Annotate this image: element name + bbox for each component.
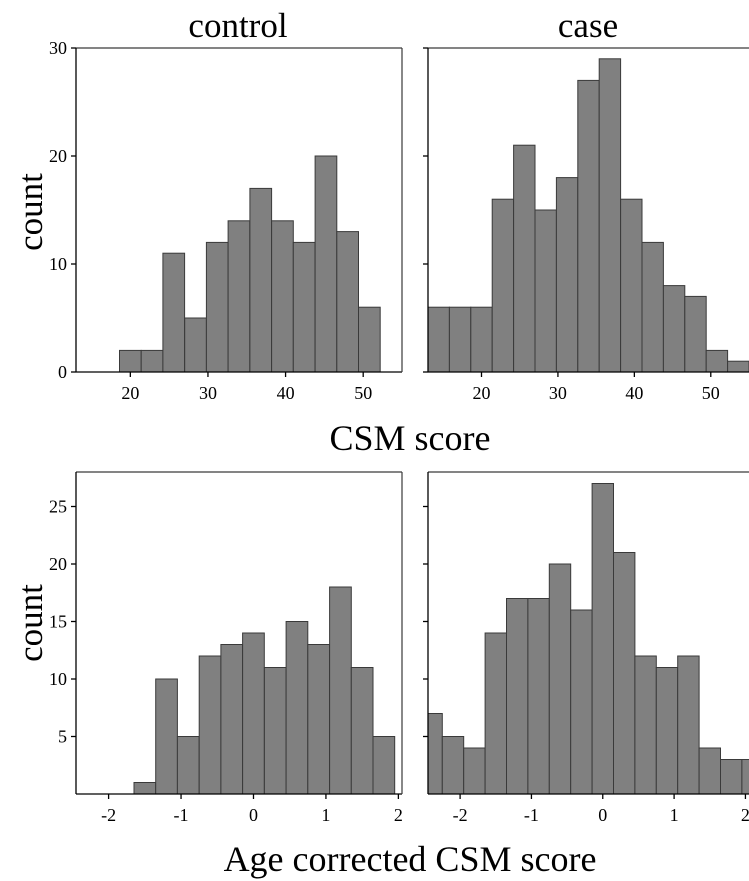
histogram-bar (662, 285, 686, 372)
x-tick-label: -2 (453, 805, 468, 825)
x-tick-label: 50 (354, 383, 372, 403)
x-tick-label: -2 (101, 805, 116, 825)
histogram-bar (155, 678, 178, 794)
histogram-bar (314, 155, 338, 372)
x-axis-title-top: CSM score (330, 418, 491, 458)
histogram-bar (513, 144, 536, 372)
y-tick-label: 5 (58, 727, 67, 747)
histogram-bar (570, 609, 593, 794)
histogram-bar (242, 632, 265, 794)
panel-case-age-corrected: -2 -1 0 1 2 (423, 471, 749, 825)
histogram-bar (428, 713, 443, 794)
histogram-bar (249, 187, 273, 372)
histogram-bar (591, 483, 614, 794)
x-tick-label: 1 (321, 805, 330, 825)
histogram-bar (285, 621, 309, 794)
bars-group (119, 155, 381, 372)
histogram-bar (271, 220, 294, 372)
x-tick-label: 40 (625, 383, 643, 403)
x-tick-label: 40 (277, 383, 295, 403)
y-tick-label: 10 (49, 669, 67, 689)
panel-control-csm-score: 0 10 20 30 20 30 40 50 (49, 38, 403, 403)
histogram-bar (227, 220, 251, 372)
y-tick-label: 15 (49, 612, 67, 632)
y-tick-label: 20 (49, 554, 67, 574)
histogram-bar (741, 759, 749, 794)
x-axis-title-bottom: Age corrected CSM score (224, 839, 597, 879)
histogram-bar (350, 667, 374, 794)
histogram-bar (555, 177, 579, 372)
x-tick-label: 1 (670, 805, 679, 825)
histogram-bar (534, 209, 557, 372)
histogram-bar (358, 306, 381, 372)
histogram-bar (720, 759, 743, 794)
y-tick-label: 0 (58, 362, 67, 382)
x-tick-label: 0 (598, 805, 607, 825)
histogram-bar (677, 655, 700, 794)
histogram-bar (548, 563, 572, 794)
panel-case-csm-score: 20 30 40 50 (423, 47, 749, 403)
histogram-bar (727, 360, 749, 372)
histogram-bar (620, 198, 643, 372)
histogram-bar (140, 349, 164, 372)
histogram-bar (292, 241, 316, 372)
histogram-bar (484, 632, 508, 794)
histogram-bar (372, 736, 396, 794)
x-tick-label: 50 (702, 383, 720, 403)
histogram-bar (329, 586, 352, 794)
panel-control-age-corrected: 5 10 15 20 25 -2 -1 0 1 2 (49, 471, 403, 825)
bars-group (428, 58, 749, 372)
x-tick-label: 30 (199, 383, 217, 403)
histogram-bar (705, 349, 729, 372)
histogram-bar (613, 552, 636, 794)
x-tick-label: 2 (394, 805, 403, 825)
facet-label-control: control (188, 6, 287, 45)
histogram-bar (205, 241, 229, 372)
y-tick-label: 30 (49, 38, 67, 58)
histogram-bar (598, 58, 622, 372)
histogram-bar (184, 317, 207, 372)
histogram-bar (527, 598, 550, 794)
y-axis-title-top: count (11, 173, 50, 251)
x-tick-label: 2 (741, 805, 749, 825)
histogram-bar (441, 736, 465, 794)
histogram-bar (428, 306, 450, 372)
histogram-bar (263, 667, 287, 794)
bars-group (428, 483, 749, 794)
histogram-bar (506, 598, 529, 794)
histogram-bar (198, 655, 222, 794)
histogram-bar (491, 198, 515, 372)
y-tick-label: 25 (49, 497, 67, 517)
histogram-bar (162, 252, 186, 372)
histogram-bar (133, 782, 157, 794)
y-tick-label: 10 (49, 254, 67, 274)
x-tick-label: -1 (174, 805, 189, 825)
histogram-bar (119, 349, 142, 372)
bars-group (133, 586, 396, 794)
histogram-bar (641, 241, 664, 372)
histogram-bar (448, 306, 472, 372)
histogram-bar (336, 231, 359, 372)
x-tick-label: -1 (524, 805, 539, 825)
x-tick-label: 30 (549, 383, 567, 403)
x-tick-label: 20 (473, 383, 491, 403)
y-axis-title-bottom: count (11, 584, 50, 662)
histogram-bar (220, 644, 244, 794)
histogram-bar (307, 644, 330, 794)
facet-label-case: case (558, 6, 618, 45)
histogram-bar (655, 667, 679, 794)
histogram-bar (176, 736, 200, 794)
x-tick-label: 0 (249, 805, 258, 825)
histogram-bar (470, 306, 493, 372)
histogram-bar (463, 747, 486, 794)
x-tick-label: 20 (121, 383, 139, 403)
histogram-bar (577, 79, 600, 372)
histogram-bar (634, 655, 657, 794)
y-tick-label: 20 (49, 146, 67, 166)
histogram-bar (698, 747, 721, 794)
histogram-bar (684, 295, 707, 372)
